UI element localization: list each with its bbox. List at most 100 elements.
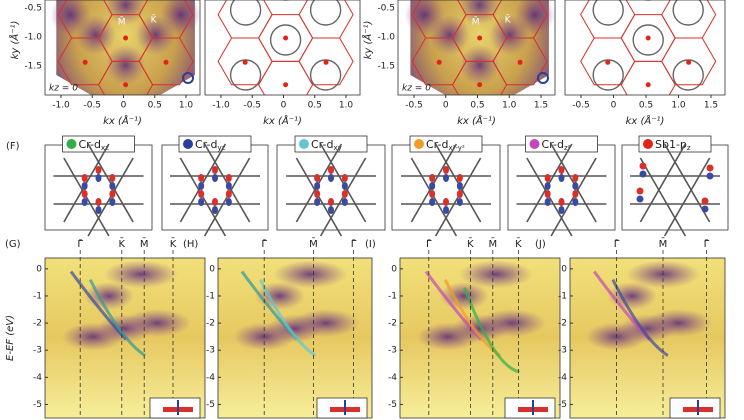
- kagome-bond: [639, 157, 687, 237]
- lobe: [212, 198, 218, 206]
- frame: [217, 257, 373, 419]
- label-k: K̄: [505, 14, 512, 26]
- band-panel: Γ̄ K̄ M̄ K̄ 0 -1 -2 -3 -4 -5 (G): [5, 237, 206, 419]
- intensity: [104, 260, 178, 289]
- intensity: [459, 0, 500, 25]
- lobe: [544, 174, 551, 182]
- box-frame: [621, 144, 729, 231]
- intensity: [459, 45, 500, 85]
- gamma-point: [477, 82, 483, 88]
- gamma-point: [163, 59, 169, 65]
- y-tick-label: -1: [206, 291, 215, 301]
- orbital-name: Cr-dyz: [195, 138, 226, 152]
- frame: [44, 257, 206, 419]
- gamma-point: [645, 35, 651, 41]
- gamma-point: [477, 35, 483, 41]
- lobe: [572, 190, 579, 198]
- contour: [632, 24, 664, 56]
- lobe: [544, 182, 551, 190]
- y-tick-label: -1: [558, 291, 567, 301]
- lobe: [81, 174, 88, 182]
- x-tick-label: 0.5: [470, 101, 484, 111]
- box-frame: [44, 144, 153, 231]
- x-tick-label: 0.5: [148, 101, 162, 111]
- lobe: [636, 195, 644, 203]
- orbital-main: Sb1-p: [655, 138, 687, 151]
- orbital-name: Cr-dz²: [542, 138, 571, 152]
- band-dispersion: [69, 270, 128, 341]
- y-tick-label: -3: [388, 346, 397, 356]
- orbital-sub: xy: [333, 144, 341, 152]
- lobe: [456, 190, 463, 198]
- title-frame: [638, 135, 712, 153]
- frame: [569, 257, 726, 419]
- intensity: [105, 0, 146, 25]
- label-m: M̄: [472, 16, 480, 28]
- gamma-point: [242, 59, 248, 65]
- label-m: M̄: [118, 16, 126, 28]
- lobe: [443, 206, 449, 214]
- lobe: [109, 182, 116, 190]
- gamma-point: [323, 59, 329, 65]
- fermi-panel: -0.5 0 0.5 1.0 1.5 kx (Å⁻¹) -0.5 -1.0 -1.5ky (Å⁻…: [361, 0, 556, 127]
- kpoint-label: Γ̄: [614, 239, 620, 250]
- lobe: [225, 190, 232, 198]
- y-axis-label: ky (Å⁻¹): [8, 21, 21, 60]
- x-tick-label: 0: [443, 101, 449, 111]
- fermi-map: [404, 0, 555, 95]
- kz-label: kz = 0: [402, 84, 431, 94]
- box-frame: [276, 144, 386, 231]
- lobe: [443, 174, 449, 182]
- y-tick-label: -1.0: [24, 33, 42, 43]
- lobe: [225, 174, 232, 182]
- lobe: [429, 182, 436, 190]
- bz-boundary: [620, 60, 676, 95]
- gamma-point: [82, 59, 88, 65]
- contour: [269, 24, 302, 56]
- fermi-map: [50, 0, 200, 95]
- y-tick-label: -3: [33, 346, 42, 356]
- lobe: [198, 198, 205, 206]
- band-panel: Γ̄ M̄ Γ̄ 0 -1 -2 -3 -4 -5 (H): [183, 237, 373, 419]
- bz-boundary: [452, 60, 508, 95]
- label-k: K̄: [151, 14, 158, 26]
- intensity: [123, 309, 191, 338]
- lobe: [341, 174, 348, 182]
- x-tick-label: 1.0: [179, 101, 194, 111]
- y-tick-label: -3: [558, 346, 567, 356]
- lobe: [701, 197, 709, 205]
- contour: [229, 0, 262, 26]
- gamma-point: [123, 35, 129, 41]
- bz-boundary: [98, 60, 154, 95]
- x-axis-label: kx (Å⁻¹): [103, 114, 142, 127]
- lobe: [328, 174, 334, 182]
- lobe: [429, 174, 436, 182]
- lobe: [558, 166, 565, 174]
- y-tick-label: -1: [388, 291, 397, 301]
- lobe: [558, 174, 565, 182]
- kpoint-label: K̄: [170, 237, 177, 250]
- y-tick-label: 0: [36, 264, 42, 274]
- orbital-name: Cr-dxz: [79, 138, 110, 152]
- y-tick-label: -5: [206, 400, 215, 410]
- x-tick-label: 0.5: [639, 101, 653, 111]
- lobe: [212, 206, 218, 214]
- y-tick-label: -5: [558, 400, 567, 410]
- polarization-icon: [537, 72, 549, 84]
- band-dispersion: [88, 279, 147, 357]
- lobe: [81, 182, 88, 190]
- lobe: [636, 187, 644, 195]
- lobe: [314, 198, 321, 206]
- x-tick-label: -0.5: [572, 101, 590, 111]
- intensity: [404, 0, 445, 35]
- lobe: [212, 174, 218, 182]
- intensity: [50, 0, 91, 35]
- orbital-box: Cr-dxz: [44, 135, 153, 237]
- lobe: [314, 174, 321, 182]
- y-tick-label: -0.5: [24, 4, 42, 14]
- lobe: [95, 174, 102, 182]
- x-tick-label: -0.5: [243, 101, 261, 111]
- gamma-point: [517, 59, 523, 65]
- intensity: [62, 322, 124, 351]
